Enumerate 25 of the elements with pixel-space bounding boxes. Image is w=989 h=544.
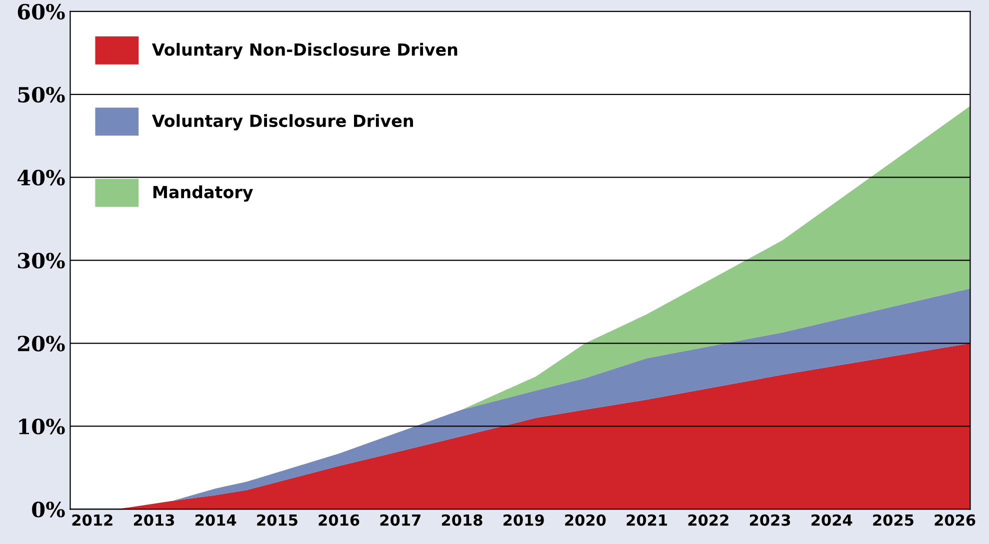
y-tick-label: 30% <box>18 252 65 269</box>
x-tick-label: 2012 <box>72 514 112 526</box>
y-tick-label: 10% <box>19 418 65 434</box>
x-tick-label: 2014 <box>196 514 236 526</box>
legend-label: Voluntary Disclosure Driven <box>152 114 413 130</box>
x-tick-label: 2026 <box>934 514 976 526</box>
x-tick-label: 2013 <box>134 514 174 526</box>
x-tick-label: 2015 <box>257 514 298 526</box>
legend-label: Voluntary Non-Disclosure Driven <box>152 42 458 60</box>
y-tick-label: 20% <box>18 336 65 352</box>
x-tick-label: 2019 <box>504 514 544 526</box>
y-tick-label: 60% <box>18 4 65 20</box>
x-tick-label: 2017 <box>380 514 420 526</box>
x-tick-label: 2020 <box>565 514 606 526</box>
y-tick-label: 40% <box>17 170 65 186</box>
x-tick-label: 2022 <box>688 514 728 526</box>
x-tick-label: 2024 <box>812 514 852 526</box>
legend-label: Mandatory <box>153 185 253 202</box>
x-tick-label: 2023 <box>750 514 790 526</box>
y-tick-label: 50% <box>18 86 65 103</box>
x-tick-label: 2025 <box>873 514 914 526</box>
x-tick-label: 2021 <box>626 514 668 526</box>
x-tick-label: 2016 <box>318 514 360 526</box>
x-tick-label: 2018 <box>442 514 482 526</box>
y-tick-label: 0% <box>32 502 65 518</box>
